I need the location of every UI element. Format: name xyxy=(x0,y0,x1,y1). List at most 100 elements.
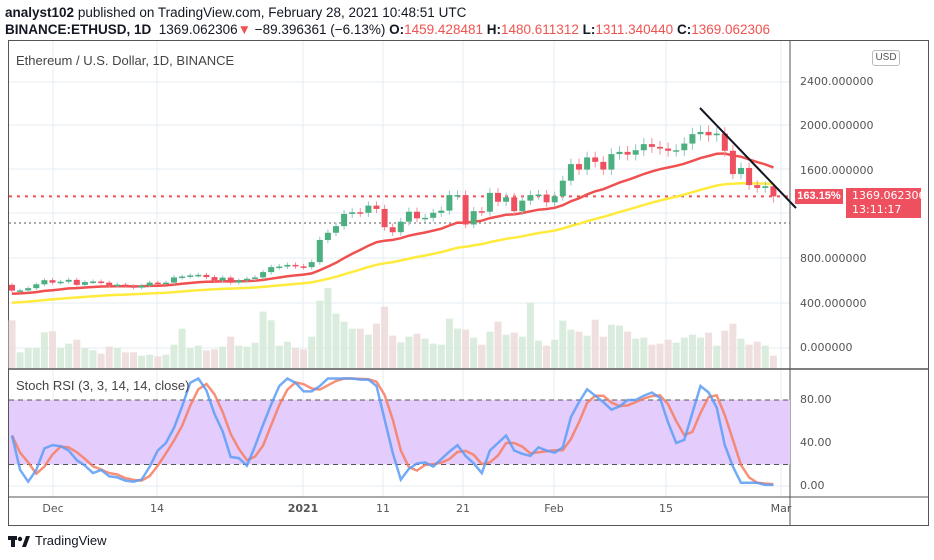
candle-body xyxy=(567,164,574,181)
volume-bar xyxy=(202,350,210,368)
candle-body xyxy=(308,262,315,268)
volume-bar xyxy=(478,344,486,368)
candle-body xyxy=(195,274,202,277)
volume-bar xyxy=(356,328,364,368)
volume-bar xyxy=(300,349,308,368)
candle-body xyxy=(519,200,526,212)
volume-bar xyxy=(324,288,332,368)
candle-body xyxy=(333,226,339,233)
last-price: 1369.062306 xyxy=(158,22,238,37)
candle-body xyxy=(405,211,412,222)
volume-bar xyxy=(413,333,421,368)
close-label: C: xyxy=(676,22,692,37)
volume-bar xyxy=(535,340,542,368)
volume-bar xyxy=(219,346,227,368)
volume-bar xyxy=(599,336,607,368)
time-axis-label: 14 xyxy=(150,502,164,515)
volume-bar xyxy=(705,332,713,368)
bar-countdown: 13:11:17 xyxy=(852,203,902,216)
candle-body xyxy=(243,278,250,281)
candle-body xyxy=(365,205,372,213)
volume-bar xyxy=(421,338,429,368)
volume-bar xyxy=(672,342,680,368)
candle-body xyxy=(495,192,501,202)
volume-bar xyxy=(32,348,40,368)
candle-body xyxy=(65,279,72,282)
candle-body xyxy=(503,197,510,202)
candle-body xyxy=(252,277,258,279)
candle-body xyxy=(616,151,623,155)
candle-body xyxy=(106,282,113,286)
candle-body xyxy=(41,280,48,285)
current-price: 1369.062306 xyxy=(852,189,926,202)
candle-body xyxy=(179,276,186,279)
candle-body xyxy=(559,180,566,197)
candle-body xyxy=(648,144,655,147)
volume-bar xyxy=(640,337,648,368)
candle-body xyxy=(454,195,461,197)
footer-brand[interactable]: TradingView xyxy=(8,533,107,548)
volume-bar xyxy=(105,346,113,368)
candle-body xyxy=(422,217,429,220)
volume-bar xyxy=(267,320,275,368)
volume-bar xyxy=(470,337,478,368)
candle-body xyxy=(770,186,777,197)
volume-bar xyxy=(364,334,372,368)
chart-container[interactable] xyxy=(8,40,929,526)
candle-body xyxy=(138,285,145,288)
volume-bar xyxy=(721,330,729,368)
volume-bar xyxy=(186,348,194,368)
stoch-rsi-title: Stoch RSI (3, 3, 14, 14, close) xyxy=(16,378,190,393)
stoch-k-line xyxy=(10,376,774,487)
volume-bar xyxy=(624,331,632,368)
volume-bar xyxy=(292,348,299,368)
volume-bar xyxy=(737,338,745,368)
candle-body xyxy=(276,266,283,269)
volume-bar xyxy=(8,320,16,368)
candle-body xyxy=(470,211,477,225)
candle-body xyxy=(705,131,712,136)
candle-body xyxy=(260,272,267,278)
volume-bar xyxy=(616,325,623,368)
volume-bar xyxy=(16,352,24,368)
publish-text: published on TradingView.com, February 2… xyxy=(77,5,467,20)
candle-body xyxy=(657,146,663,149)
volume-bar xyxy=(227,336,235,368)
volume-bar xyxy=(688,334,696,368)
volume-bar xyxy=(332,313,340,368)
currency-button[interactable]: USD xyxy=(872,50,900,66)
stoch-axis-label: 0.00 xyxy=(800,479,825,492)
volume-bar xyxy=(154,356,162,368)
open-value: 1459.428481 xyxy=(404,22,483,37)
candle-body xyxy=(300,266,307,268)
volume-bar xyxy=(462,329,470,368)
candle-body xyxy=(211,277,218,281)
volume-bar xyxy=(162,354,170,368)
volume-bar xyxy=(170,344,178,368)
volume-bar xyxy=(373,323,380,368)
open-label: O: xyxy=(389,22,405,37)
candle-body xyxy=(284,264,291,267)
volume-bar xyxy=(283,341,291,368)
volume-bar xyxy=(745,344,753,368)
percent-change-badge: 163.15% xyxy=(795,189,843,204)
candle-body xyxy=(235,280,242,283)
volume-bar xyxy=(138,355,146,368)
candle-body xyxy=(729,150,736,175)
candle-body xyxy=(268,267,275,273)
volume-bar xyxy=(559,320,567,368)
candle-body xyxy=(511,197,518,212)
volume-bar xyxy=(454,328,461,368)
volume-bar xyxy=(24,348,32,368)
candle-body xyxy=(535,194,542,197)
candle-body xyxy=(438,210,445,213)
candle-body xyxy=(673,150,680,152)
candle-body xyxy=(681,143,688,151)
author-name[interactable]: analyst102 xyxy=(5,5,75,20)
candle-body xyxy=(114,284,121,287)
candle-body xyxy=(543,194,550,203)
volume-bar xyxy=(502,334,510,368)
volume-bar xyxy=(551,339,559,368)
time-axis-label: 21 xyxy=(456,502,470,515)
